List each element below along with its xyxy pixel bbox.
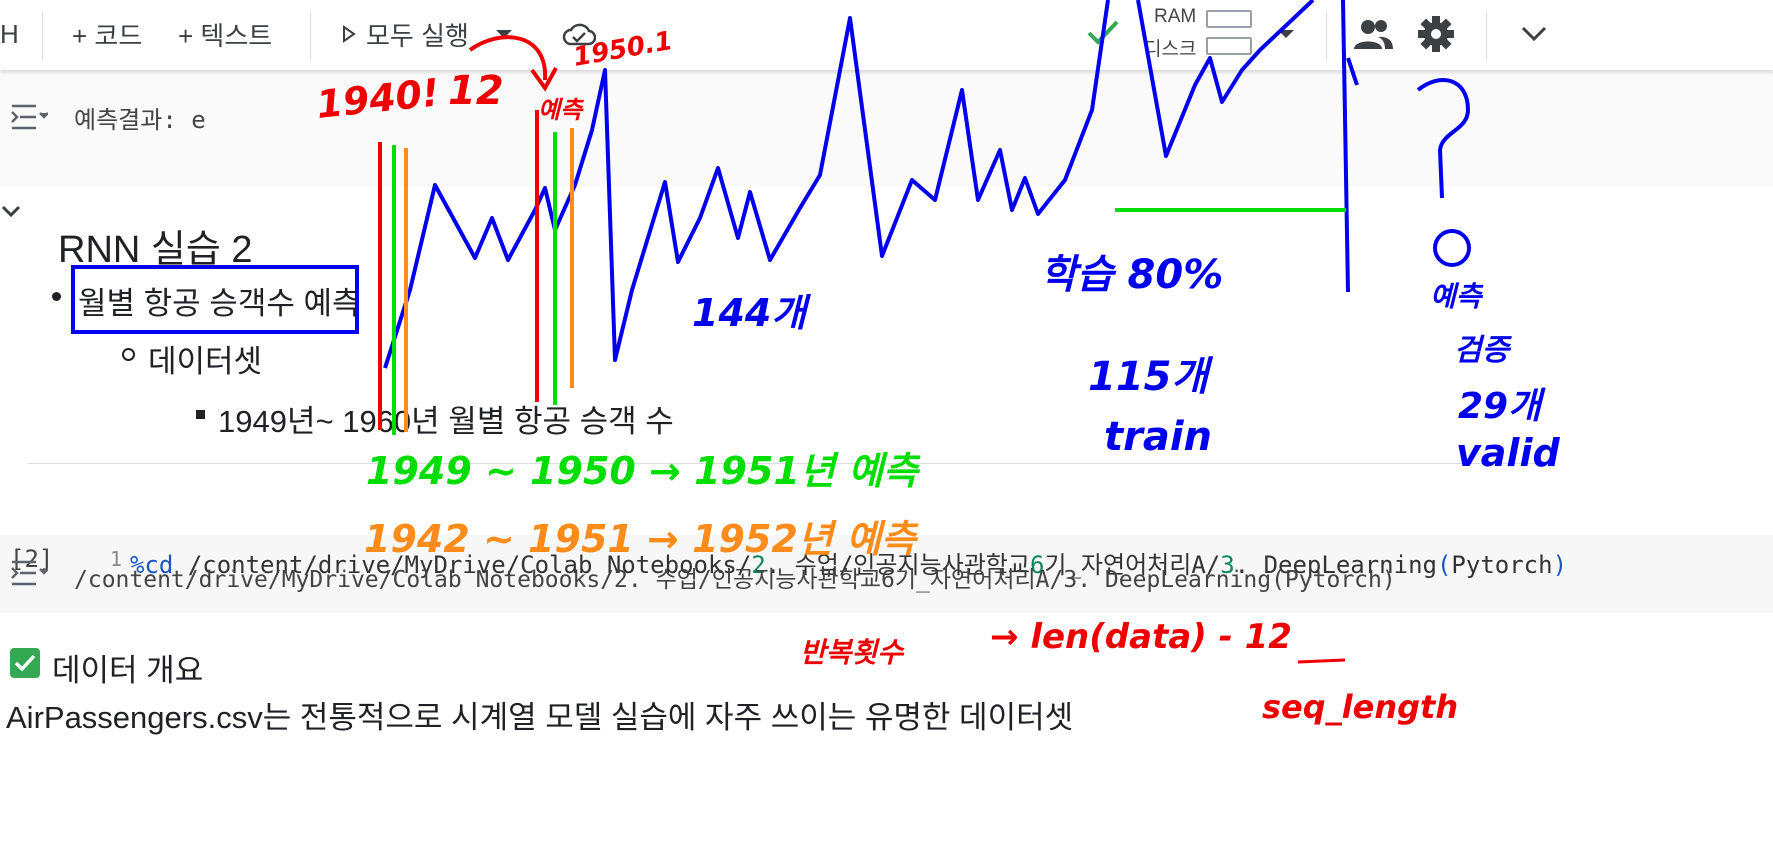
toolbar-divider <box>1486 12 1487 60</box>
execution-count: [2] <box>10 545 54 573</box>
code-paren-open: ( <box>1436 551 1452 579</box>
ram-label: RAM <box>1154 6 1197 27</box>
data-overview-heading: 데이터 개요 <box>52 653 204 688</box>
share-people-icon[interactable] <box>1352 14 1394 54</box>
magic-command: %cd <box>130 551 174 579</box>
ram-meter[interactable] <box>1206 10 1252 28</box>
bullet-dataset: 데이터셋 <box>148 344 263 379</box>
line-number: 1 <box>110 547 123 571</box>
runtime-dropdown[interactable] <box>1276 14 1296 54</box>
run-all-label: 모두 실행 <box>366 20 469 51</box>
cd-output-text: /content/drive/MyDrive/Colab Notebooks/2… <box>74 567 1396 593</box>
code-paren-close: ) <box>1552 551 1568 579</box>
data-overview-description: AirPassengers.csv는 전통적으로 시계열 모델 실습에 자주 쓰… <box>6 700 1074 735</box>
code-path-d: . DeepLearning <box>1234 551 1437 579</box>
output-toggle-icon[interactable] <box>10 558 49 593</box>
play-icon <box>342 25 356 43</box>
bullet-dot <box>52 292 61 301</box>
code-number-3: 3 <box>1220 551 1235 579</box>
disk-label: 디스크 <box>1144 39 1197 60</box>
ink-underline-12 <box>1297 658 1346 664</box>
run-all-button[interactable]: 모두 실행 <box>342 14 469 54</box>
cell-divider <box>28 463 1548 464</box>
bullet-date-range: 1949년~ 1960년 월별 항공 승객 수 <box>218 404 674 439</box>
ink-red-repeat: 반복횟수 <box>800 636 905 669</box>
code-path-c: 기_자연어처리A/ <box>1044 551 1221 579</box>
toolbar-divider <box>42 12 43 60</box>
code-path-b: . 수업/인공지능사관학교 <box>765 551 1030 579</box>
add-text-label: + 텍스트 <box>178 20 273 51</box>
bullet-circle <box>122 348 135 361</box>
settings-gear-icon[interactable] <box>1416 14 1456 54</box>
ink-box-highlight <box>71 265 359 334</box>
dropdown-arrow-icon <box>1276 28 1296 40</box>
run-options-dropdown[interactable] <box>494 14 514 54</box>
check-mark-icon <box>10 648 40 678</box>
add-text-button[interactable]: + 텍스트 <box>178 14 272 54</box>
toolbar-partial-label: H <box>0 18 19 49</box>
code-cell[interactable]: [2] 1 %cd /content/drive/MyDrive/Colab N… <box>0 535 1773 613</box>
add-code-button[interactable]: + 코드 <box>72 14 142 54</box>
prediction-output-text: 예측결과: e <box>74 106 206 134</box>
toolbar-divider <box>310 12 311 60</box>
ink-red-seq: seq_length <box>1262 688 1458 726</box>
bullet-monthly-prediction: 월별 항공 승객수 예측 <box>78 286 361 321</box>
code-line[interactable]: %cd /content/drive/MyDrive/Colab Noteboo… <box>130 545 1567 580</box>
save-status-cloud-icon[interactable] <box>562 14 596 54</box>
collapse-toolbar-chevron-icon[interactable] <box>1520 14 1548 54</box>
disk-meter[interactable] <box>1206 37 1252 55</box>
add-code-label: + 코드 <box>72 20 143 51</box>
code-pytorch: Pytorch <box>1451 551 1553 579</box>
toolbar-divider <box>1326 12 1327 60</box>
bullet-square <box>196 410 205 419</box>
section-title: RNN 실습 2 <box>58 229 253 271</box>
code-number-6: 6 <box>1029 551 1045 579</box>
cell-output-prediction: 예측결과: e <box>0 72 1773 187</box>
dropdown-arrow-icon <box>494 28 514 40</box>
code-number-2: 2 <box>751 551 766 579</box>
connected-check-icon <box>1086 18 1120 51</box>
markdown-cell <box>0 188 1773 528</box>
ink-red-formula: → len(data) - 12 <box>990 617 1292 657</box>
output-toggle-icon[interactable] <box>10 102 49 137</box>
code-path-a: /content/drive/MyDrive/Colab Notebooks/ <box>173 551 752 579</box>
section-collapse-chevron-icon[interactable] <box>0 200 24 229</box>
notebook-toolbar: H + 코드 + 텍스트 모두 실행 RAM 디스크 <box>0 0 1773 70</box>
